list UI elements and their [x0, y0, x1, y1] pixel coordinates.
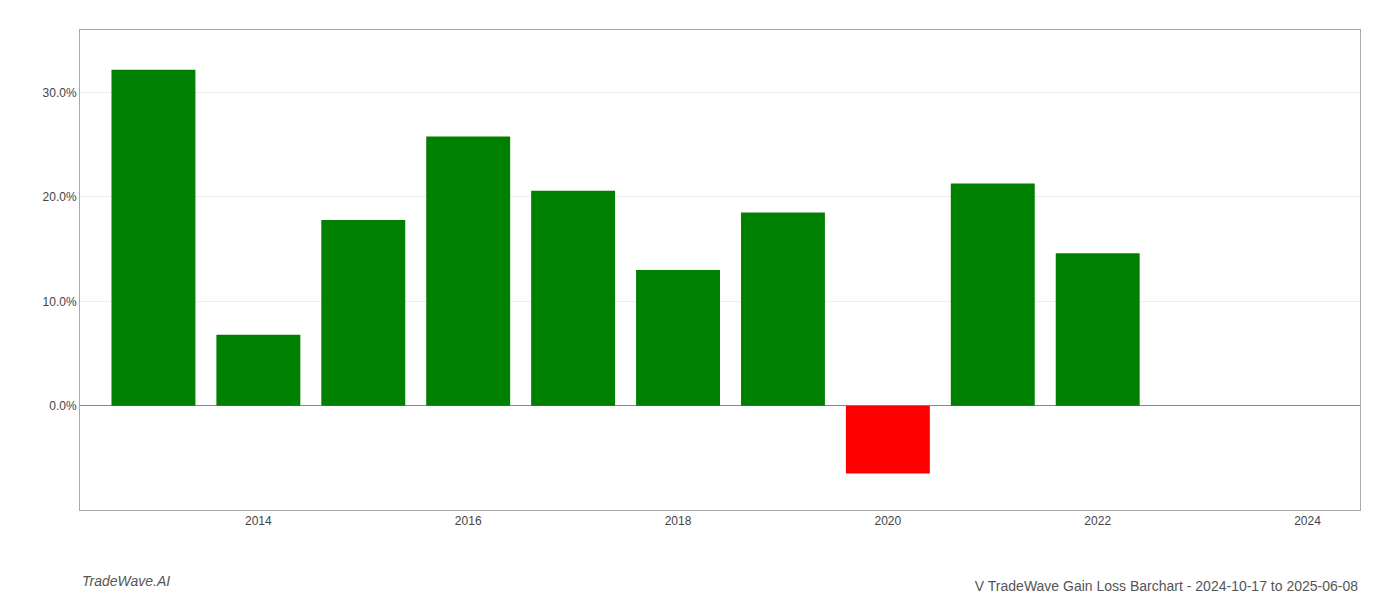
- svg-text:10.0%: 10.0%: [43, 295, 77, 309]
- svg-text:2020: 2020: [875, 514, 902, 528]
- svg-text:V TradeWave Gain Loss Barchart: V TradeWave Gain Loss Barchart - 2024-10…: [975, 578, 1358, 594]
- svg-text:2014: 2014: [245, 514, 272, 528]
- svg-text:30.0%: 30.0%: [43, 86, 77, 100]
- svg-text:2016: 2016: [455, 514, 482, 528]
- svg-text:2022: 2022: [1084, 514, 1111, 528]
- svg-text:0.0%: 0.0%: [49, 399, 77, 413]
- svg-text:TradeWave.AI: TradeWave.AI: [82, 573, 170, 589]
- svg-text:2024: 2024: [1294, 514, 1321, 528]
- svg-text:20.0%: 20.0%: [43, 190, 77, 204]
- svg-text:2018: 2018: [665, 514, 692, 528]
